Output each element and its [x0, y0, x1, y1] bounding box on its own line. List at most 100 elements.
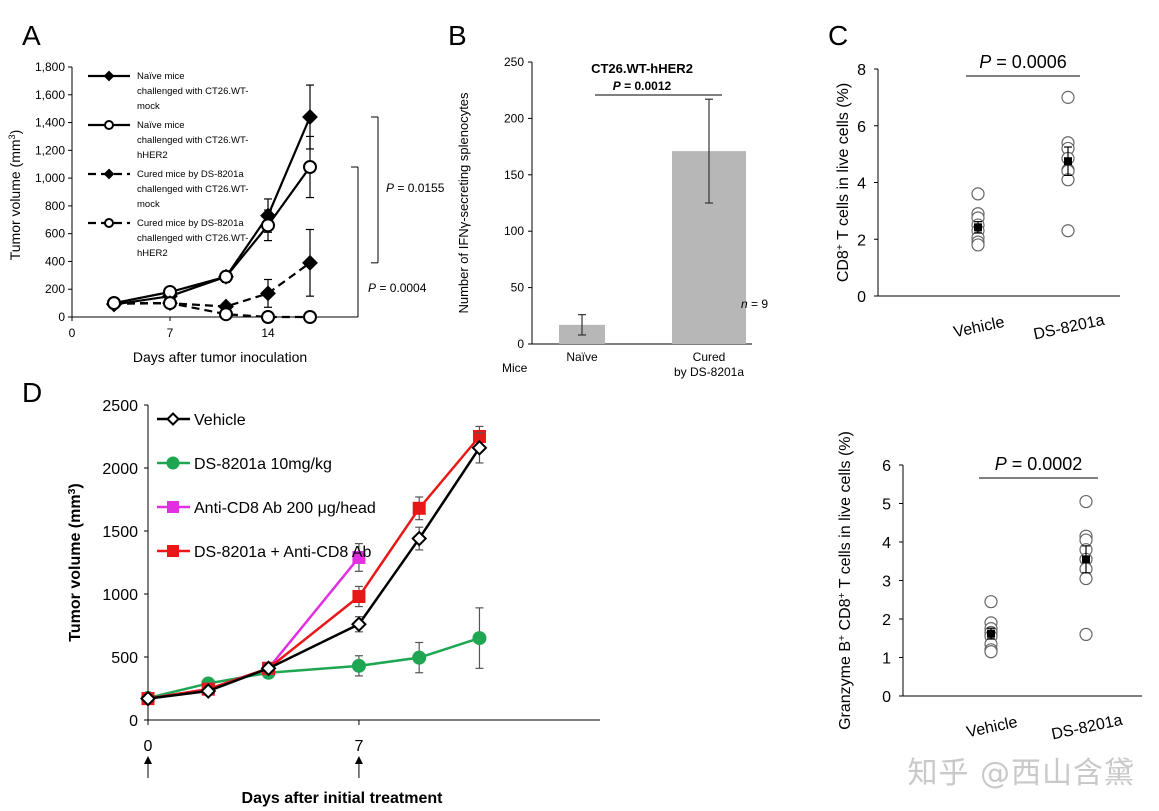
e-ytick-label: 5 [882, 497, 891, 514]
e-category-label: Vehicle [965, 714, 1019, 741]
b-ytick-label: 250 [504, 55, 524, 69]
a-y-axis-label-part: Tumor volume (mm [7, 139, 23, 260]
a-point [261, 218, 275, 233]
b-ytick-label: 200 [504, 111, 524, 125]
e-y-axis-label-part: Granzyme B [837, 641, 854, 730]
panel-label-D: D [22, 377, 42, 408]
e-y-axis-label-part: + [837, 592, 848, 598]
a-legend-text: Cured mice by DS-8201a [137, 218, 244, 229]
c-mean-marker [1064, 157, 1072, 166]
a-xtick-label: 0 [69, 326, 76, 340]
a-y-axis-label: Tumor volume (mm3) [7, 130, 23, 261]
c-p-value-part: P [979, 52, 991, 72]
a-legend-text: challenged with CT26.WT- [137, 233, 248, 244]
e-y-axis-label-part: + [837, 635, 848, 641]
c-category-label: DS-8201a [1032, 312, 1106, 344]
d-xtick-label: 0 [144, 738, 153, 755]
a-legend-marker [103, 168, 115, 180]
b-p-value-part: = 0.0012 [621, 79, 672, 93]
d-y-axis-label-part: 3 [67, 488, 78, 494]
c-category-label: Vehicle [952, 314, 1006, 341]
a-point [219, 307, 233, 322]
d-point [351, 616, 367, 633]
e-y-axis-label: Granzyme B+ CD8+ T cells in live cells (… [837, 431, 855, 730]
a-x-axis-label: Days after tumor inoculation [133, 349, 307, 365]
a-p-annotation-2-part: P [368, 281, 376, 295]
a-point [302, 254, 318, 271]
e-ytick-label: 3 [882, 574, 891, 591]
e-y-axis-label-part: CD8 [837, 598, 854, 635]
a-legend-text: Naïve mice [137, 120, 185, 131]
b-ytick-label: 0 [517, 337, 524, 351]
e-mean-marker [987, 629, 995, 638]
c-ytick-label: 8 [857, 62, 866, 79]
e-point [1079, 627, 1093, 642]
a-legend-text: challenged with CT26.WT- [137, 135, 248, 146]
a-ytick-label: 400 [45, 254, 65, 268]
a-ytick-label: 200 [45, 282, 65, 296]
c-point [1061, 224, 1075, 238]
d-y-axis-label-part: ) [67, 483, 84, 488]
a-legend-text: mock [137, 199, 160, 210]
c-point [971, 187, 985, 201]
a-legend-text: Naïve mice [137, 71, 185, 82]
a-point [260, 285, 276, 302]
a-ytick-label: 600 [45, 227, 65, 241]
c-y-axis-label: CD8+ T cells in live cells (%) [835, 83, 853, 282]
c-y-axis-label-part: CD8 [835, 250, 852, 282]
a-ytick-label: 1,800 [35, 60, 65, 74]
b-category-label: Cured [693, 350, 726, 364]
d-legend-marker [166, 412, 180, 426]
d-series-line [147, 556, 360, 700]
b-category-label: by DS-8201a [674, 365, 744, 379]
a-p-annotation-2: P = 0.0004 [368, 281, 427, 295]
d-point [351, 658, 366, 673]
a-point [219, 269, 233, 284]
c-y-axis-label-part: T cells in live cells (%) [835, 83, 852, 244]
e-ytick-label: 0 [882, 689, 891, 706]
a-point [303, 160, 317, 174]
d-legend-marker [166, 456, 180, 470]
e-point [984, 595, 998, 609]
d-legend-text: DS-8201a 10mg/kg [194, 456, 332, 473]
d-legend-text: Anti-CD8 Ab 200 μg/head [194, 500, 376, 517]
b-ytick-label: 150 [504, 168, 524, 182]
d-y-axis-label-part: Tumor volume (mm [67, 494, 84, 641]
b-p-value: P = 0.0012 [613, 79, 672, 93]
a-point [302, 109, 318, 125]
e-point [984, 645, 998, 659]
d-point [140, 690, 156, 707]
a-ytick-label: 1,200 [35, 143, 65, 157]
d-treatment-arrowhead [354, 756, 363, 764]
a-point [303, 310, 317, 324]
a-legend-text: mock [137, 101, 160, 112]
e-p-value: P = 0.0002 [995, 454, 1083, 474]
a-point [107, 296, 121, 311]
d-point [471, 439, 488, 456]
c-y-axis-label-part: + [835, 244, 846, 250]
b-x-label: Mice [502, 361, 528, 375]
a-legend-text: challenged with CT26.WT- [137, 86, 248, 97]
d-point [412, 501, 426, 515]
panel-label-B: B [448, 20, 467, 51]
a-xtick-label: 7 [167, 326, 174, 340]
e-ytick-label: 6 [882, 458, 891, 475]
d-point [352, 550, 366, 564]
a-legend-text: hHER2 [137, 248, 168, 259]
b-y-axis-label: Number of IFNγ-secreting splenocytes [456, 92, 471, 314]
d-ytick-label: 2000 [102, 461, 138, 478]
d-legend-text: DS-8201a + Anti-CD8 Ab [194, 544, 372, 561]
d-series-line [147, 636, 480, 700]
d-ytick-label: 1000 [102, 587, 138, 604]
d-legend-marker [167, 545, 179, 557]
b-ytick-label: 100 [504, 224, 524, 238]
e-y-axis-label-part: T cells in live cells (%) [837, 431, 854, 592]
e-point [1079, 571, 1093, 586]
c-p-value-part: = 0.0006 [991, 52, 1067, 72]
a-y-axis-label-part: 3 [7, 134, 17, 139]
d-ytick-label: 500 [111, 650, 138, 667]
panel-label-A: A [22, 20, 41, 51]
d-ytick-label: 0 [129, 713, 138, 730]
b-p-value-part: P [613, 79, 622, 93]
